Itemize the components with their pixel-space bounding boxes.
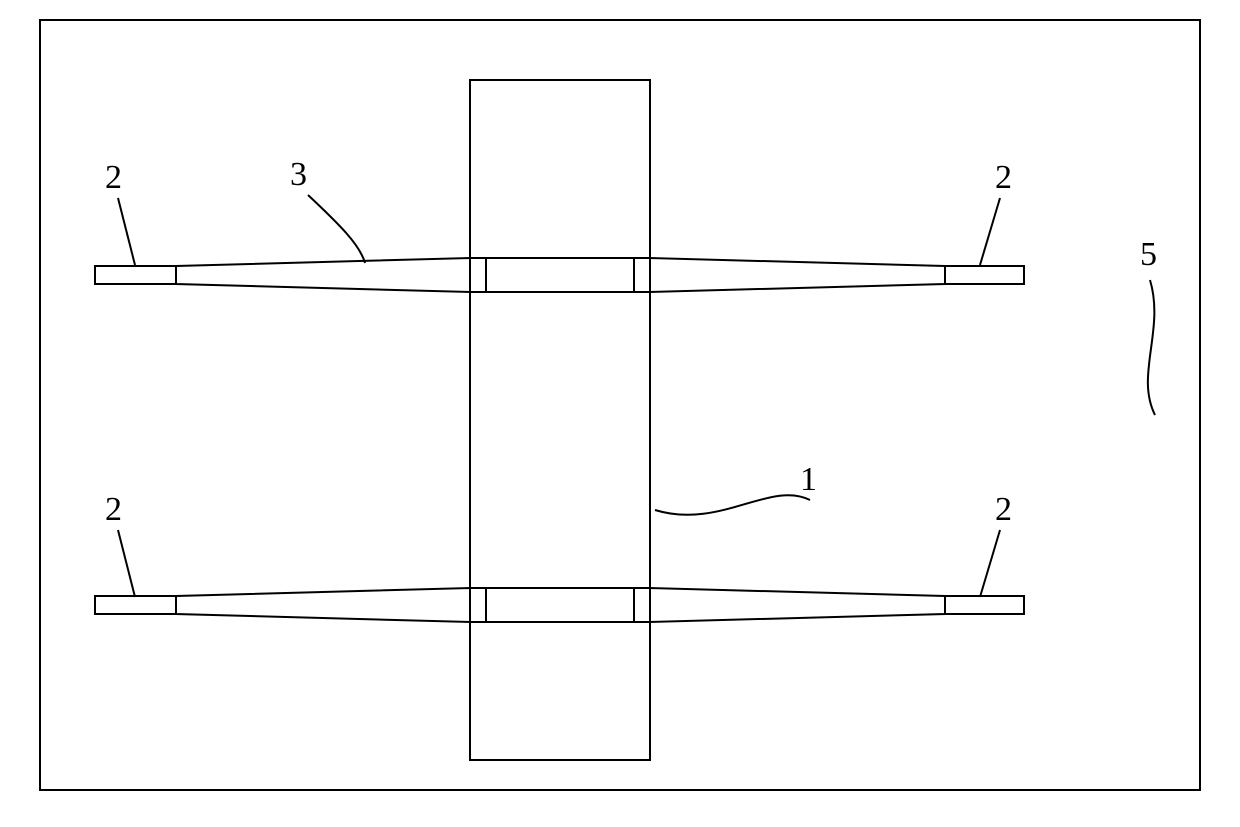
beam-end-right: [945, 596, 1024, 614]
beam-taper-left: [176, 588, 470, 622]
beam-taper-left: [176, 258, 470, 292]
leader-l1: [655, 495, 810, 515]
leader-l5: [1148, 280, 1155, 415]
leader-l2d: [980, 530, 1000, 597]
label-l2b: 2: [995, 159, 1012, 196]
beam-taper-right: [650, 588, 945, 622]
leader-l2b: [980, 198, 1000, 265]
label-l1: 1: [800, 461, 817, 498]
outer-frame: [40, 20, 1200, 790]
label-l2a: 2: [105, 159, 122, 196]
label-l3: 3: [290, 156, 307, 193]
center-column: [470, 80, 650, 760]
leader-l2c: [118, 530, 135, 597]
label-l2c: 2: [105, 491, 122, 528]
beam-taper-right: [650, 258, 945, 292]
label-l5: 5: [1140, 236, 1157, 273]
beam-end-right: [945, 266, 1024, 284]
label-l2d: 2: [995, 491, 1012, 528]
beam-end-left: [95, 596, 176, 614]
leader-l2a: [118, 198, 135, 265]
beam-end-left: [95, 266, 176, 284]
leader-l3: [308, 195, 365, 263]
